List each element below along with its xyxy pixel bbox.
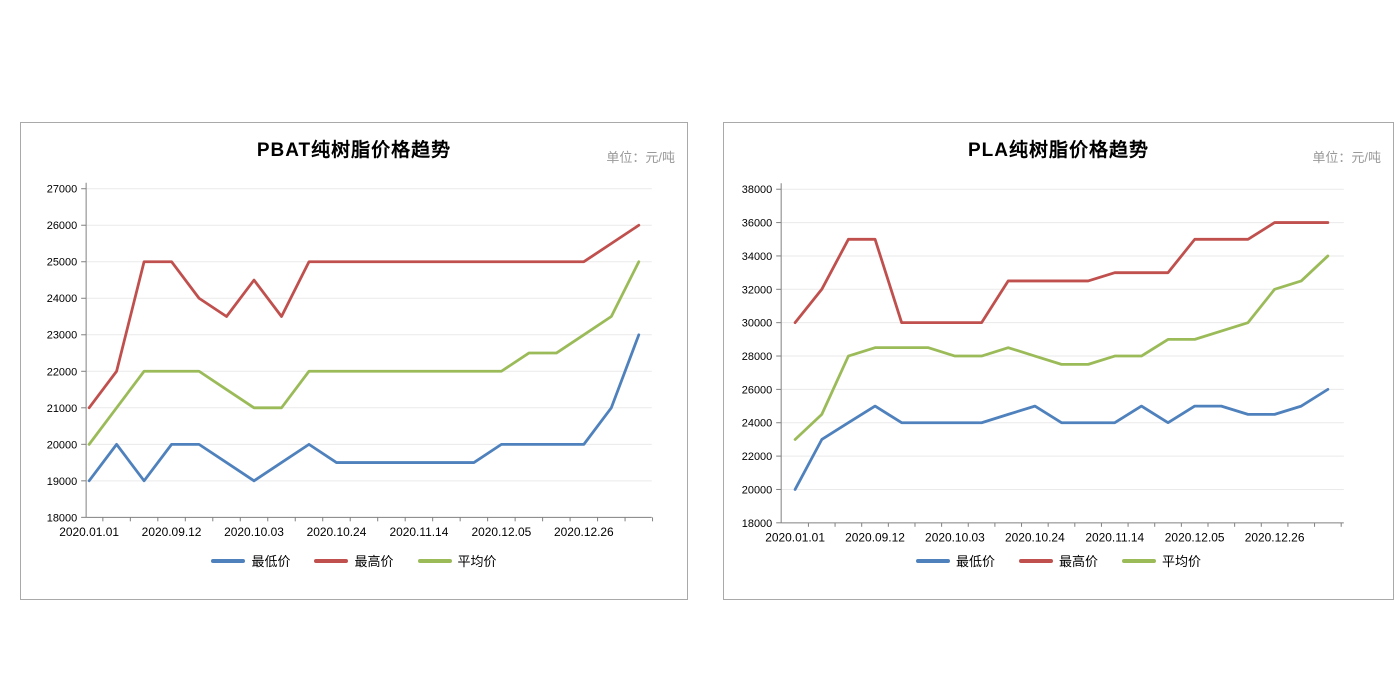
x-axis-label: 2020.12.05 (1165, 531, 1225, 545)
chart-legend: 最低价 最高价 平均价 (724, 551, 1393, 570)
y-axis-label: 23000 (47, 330, 77, 342)
max-price-line (793, 221, 1330, 325)
y-axis-label: 24000 (742, 418, 772, 430)
legend-swatch-avg-price (417, 558, 452, 563)
chart-legend: 最低价 最高价 平均价 (21, 551, 687, 570)
y-axis-label: 36000 (742, 218, 772, 230)
avg-price-line (87, 260, 641, 446)
legend-label: 最低价 (251, 554, 291, 569)
chart-svg: 38000 36000 34000 32000 30000 28000 26000 24000… (742, 183, 1344, 545)
y-axis-label: 22000 (47, 366, 77, 378)
unit-label: 单位：元/吨 (1312, 150, 1381, 165)
y-axis-label: 27000 (47, 184, 77, 196)
x-axis-label: 2020.10.03 (925, 531, 985, 545)
y-axis-label: 28000 (742, 351, 772, 363)
legend-item: 最高价 (314, 551, 394, 570)
legend-item: 最低价 (211, 551, 290, 570)
x-axis-label: 2020.10.24 (307, 525, 367, 539)
x-axis-label: 2020.12.05 (472, 525, 532, 539)
y-axis-label: 32000 (742, 284, 772, 296)
y-axis-label: 25000 (47, 257, 77, 269)
legend-item: 最低价 (915, 551, 995, 570)
max-price-line (87, 223, 641, 410)
y-axis-label: 20000 (47, 439, 77, 451)
x-axis-label: 2020.01.01 (59, 525, 119, 539)
chart-title: PLA纯树脂价格趋势 (967, 140, 1149, 161)
x-axis-label: 2020.11.14 (389, 525, 448, 539)
legend-label: 最高价 (354, 554, 394, 569)
legend-label: 最低价 (955, 554, 995, 569)
x-axis-label: 2020.10.24 (1005, 531, 1065, 545)
y-axis-label: 24000 (47, 293, 77, 305)
unit-label: 单位：元/吨 (606, 150, 675, 165)
legend-swatch-max-price (314, 558, 349, 563)
avg-price-line (793, 254, 1330, 441)
x-axis-label: 2020.12.26 (1245, 531, 1305, 545)
y-axis-label: 34000 (742, 251, 772, 263)
y-axis-label: 20000 (742, 484, 772, 496)
x-axis-label: 2020.09.12 (845, 531, 905, 545)
legend-swatch-min-price (211, 558, 246, 563)
x-axis-label: 2020.11.14 (1085, 531, 1144, 545)
pla-chart-panel: PLA纯树脂价格趋势 单位：元/吨 38000 36000 34000 32000 30… (723, 122, 1394, 600)
y-axis-label: 19000 (47, 476, 77, 488)
y-axis-label: 26000 (742, 384, 772, 396)
pbat-chart-panel: PBAT纯树脂价格趋势 单位：元/吨 27000 26000 25000 24000 2… (20, 122, 688, 600)
legend-swatch-avg-price (1122, 558, 1156, 563)
y-axis-label: 26000 (47, 220, 77, 232)
y-axis-label: 18000 (47, 512, 77, 524)
y-axis-label: 18000 (742, 518, 772, 530)
legend-swatch-max-price (1018, 558, 1053, 563)
y-axis-label: 21000 (47, 403, 77, 415)
y-axis-label: 22000 (742, 451, 772, 463)
x-axis-label: 2020.09.12 (142, 525, 202, 539)
legend-swatch-min-price (915, 558, 950, 563)
y-axis-label: 30000 (742, 318, 772, 330)
y-axis-label: 38000 (742, 184, 772, 196)
min-price-line (793, 387, 1330, 491)
legend-item: 最高价 (1018, 551, 1098, 570)
legend-label: 平均价 (1162, 554, 1202, 569)
x-axis-label: 2020.12.26 (554, 525, 614, 539)
x-axis-label: 2020.01.01 (765, 531, 825, 545)
legend-label: 平均价 (457, 554, 497, 569)
chart-title: PBAT纯树脂价格趋势 (256, 140, 452, 161)
min-price-line (87, 333, 641, 483)
x-axis-label: 2020.10.03 (224, 525, 284, 539)
legend-item: 平均价 (417, 551, 497, 570)
legend-label: 最高价 (1058, 554, 1098, 569)
legend-item: 平均价 (1122, 551, 1201, 570)
chart-svg: 27000 26000 25000 24000 23000 22000 21000 20000… (47, 182, 654, 539)
